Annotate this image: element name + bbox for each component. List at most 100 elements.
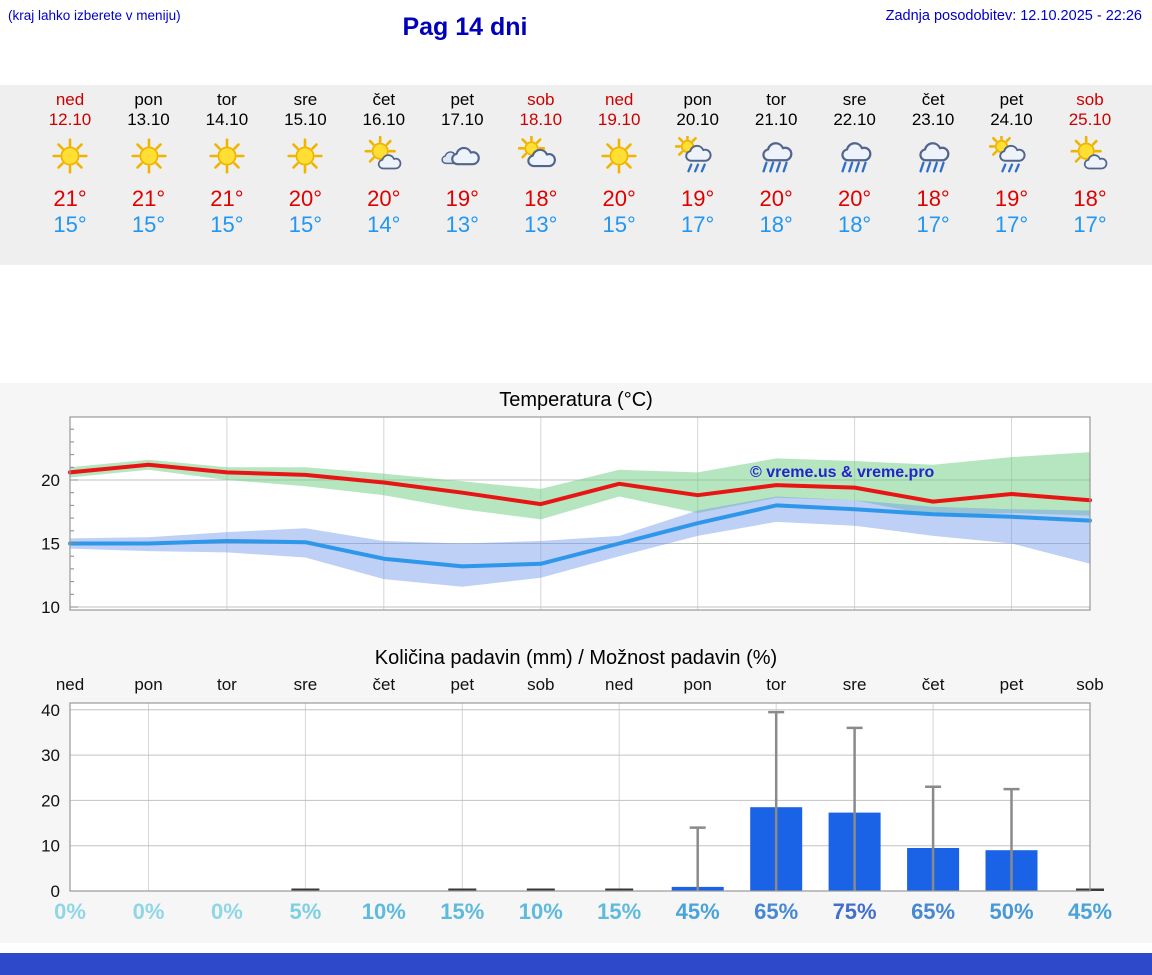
day-name: pet (999, 90, 1024, 109)
precipitation-chart-wrap: 0 10 20 30 40 (0, 701, 1152, 901)
day-date: 16.10 (362, 110, 406, 129)
day-icon-cell (577, 136, 661, 182)
weather-icon-rain (919, 142, 950, 173)
weather-icon-sun (209, 138, 245, 174)
sun-core (139, 146, 158, 166)
precip-day-label: sob (527, 675, 555, 694)
forecast-day-column: tor 14.10 21° 15° (185, 85, 269, 238)
sun-rays (130, 138, 167, 174)
weather-icon-sun-cloud (364, 135, 402, 170)
last-update: Zadnja posodobitev: 12.10.2025 - 22:26 (885, 8, 1142, 24)
precip-probability: 15% (597, 899, 642, 924)
day-icon-cell (263, 136, 347, 182)
cloud (451, 146, 481, 166)
day-icon-cell (420, 136, 504, 182)
day-tmin: 13° (524, 212, 558, 237)
sun-core (609, 146, 629, 166)
day-icon-cell (185, 136, 269, 182)
precip-probability: 5% (289, 899, 322, 924)
sun-rays (52, 138, 88, 174)
day-icon-cell (734, 136, 818, 182)
weather-icon-sun (130, 138, 167, 174)
sun-core (295, 146, 315, 166)
day-name: pet (450, 90, 475, 109)
day-tmax: 19° (994, 186, 1029, 211)
cloud (377, 154, 402, 170)
temperature-chart-wrap: 10 15 20 © vreme.us & vreme.pro (0, 415, 1152, 617)
day-icon-cell (891, 136, 975, 182)
precip-bar-trace (448, 888, 477, 891)
day-icon-cell (107, 136, 191, 182)
rain-drops (1000, 163, 1020, 173)
day-tmin: 15° (131, 212, 166, 237)
rain-drops (762, 161, 788, 173)
day-icon-cell (656, 133, 740, 182)
rain-drops (840, 161, 867, 173)
precip-probability: 45% (1067, 899, 1113, 924)
precip-bar-trace (526, 888, 555, 891)
day-date: 19.10 (597, 110, 641, 129)
weather-icon-cloud-sun (517, 134, 556, 168)
day-name: tor (766, 90, 787, 109)
precipitation-chart: 0 10 20 30 40 (41, 701, 1104, 901)
forecast-day-column: pet 24.10 19° 17° (970, 85, 1054, 238)
day-date: 14.10 (205, 110, 249, 129)
precip-day-label: pon (683, 675, 712, 694)
svg-text:15: 15 (41, 535, 60, 554)
precip-probability: 0% (54, 899, 86, 924)
precip-probability: 65% (911, 899, 956, 924)
sun-rays (601, 138, 637, 174)
svg-text:20: 20 (41, 471, 60, 490)
day-date: 25.10 (1068, 110, 1112, 129)
day-tmin: 17° (916, 212, 950, 237)
precip-bar-trace (291, 888, 320, 891)
cloud (840, 142, 872, 162)
sun-rays (209, 138, 245, 174)
day-tmin: 15° (288, 212, 323, 237)
day-tmax: 20° (288, 186, 323, 211)
day-tmax: 21° (53, 186, 87, 211)
precip-bar-trace (605, 888, 634, 891)
day-date: 24.10 (990, 110, 1033, 129)
day-tmax: 20° (367, 186, 401, 211)
day-tmax: 19° (681, 186, 715, 211)
day-name: pon (134, 90, 163, 109)
sun-core (1077, 142, 1095, 160)
precip-probability: 75% (832, 899, 877, 924)
precip-day-label: pet (999, 675, 1024, 694)
day-tmin: 17° (681, 212, 715, 237)
weather-icon-sun (601, 138, 637, 174)
day-icon-cell (342, 135, 426, 182)
precip-probability: 0% (132, 899, 165, 924)
precip-probability: 10% (361, 899, 406, 924)
precip-probability-row: 0% 0% 0% 5% 10% 15% 10% 15% 45% 65% 75% 65% 50% 45% (0, 899, 1152, 931)
svg-text:20: 20 (41, 791, 60, 810)
forecast-day-column: sob 25.10 18° 17° (1048, 85, 1132, 238)
precip-probability: 45% (675, 899, 720, 924)
watermark: © vreme.us & vreme.pro (750, 464, 935, 481)
forecast-day-column: ned 12.10 21° 15° (28, 85, 112, 238)
temperature-chart: 10 15 20 © vreme.us & vreme.pro (41, 416, 1092, 617)
day-icon-cell (499, 134, 583, 182)
day-date: 20.10 (676, 110, 719, 129)
day-tmax: 20° (602, 186, 636, 211)
uncertainty-band (70, 496, 1090, 587)
day-name: čet (372, 90, 396, 109)
day-icon-cell (28, 136, 112, 182)
precip-day-label: pet (450, 675, 475, 694)
charts-zone: Temperatura (°C) 10 15 20 © vreme.us & vrem… (0, 383, 1152, 943)
day-date: 17.10 (441, 110, 484, 129)
day-name: ned (55, 90, 85, 109)
weather-icon-sun-cloud (1070, 135, 1108, 170)
forecast-day-column: tor 21.10 20° 18° (734, 85, 818, 238)
svg-text:30: 30 (41, 746, 60, 765)
precip-day-label: ned (605, 675, 634, 694)
forecast-day-column: sre 22.10 20° 18° (813, 85, 897, 238)
precip-day-label: sre (842, 675, 867, 694)
day-date: 22.10 (833, 110, 876, 129)
svg-text:10: 10 (41, 598, 60, 615)
day-name: sre (293, 90, 318, 109)
day-tmax: 19° (445, 186, 479, 211)
day-name: sob (1076, 90, 1104, 109)
day-tmax: 20° (759, 186, 793, 211)
